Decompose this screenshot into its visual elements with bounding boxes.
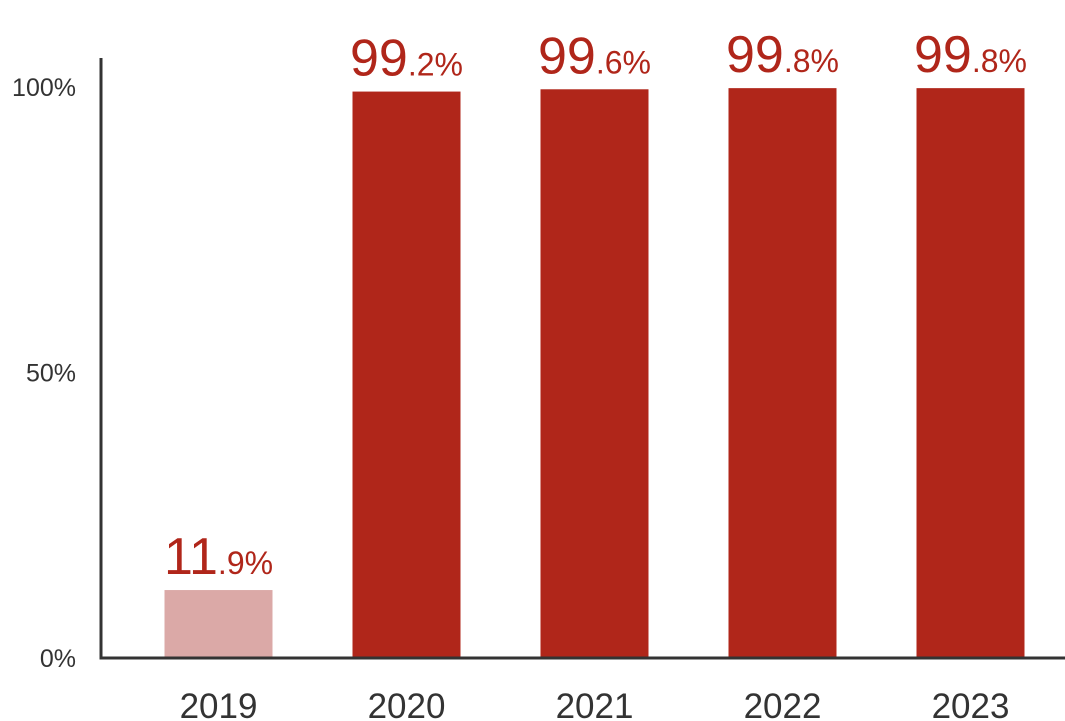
data-label-2023: 99.8% [914,26,1027,84]
bar-2019 [164,590,273,658]
data-labels-group: 11.9%99.2% 99.6% 99.8% 99.8% [164,26,1027,586]
y-axis: 0% 50% 100% [12,58,103,673]
bar-2022 [728,88,837,659]
data-label-2022: 99.8% [726,26,839,84]
data-label-2019: 11.9% [164,528,273,586]
data-label-2021: 99.6% [538,27,651,85]
data-label-int: 99 [726,26,784,84]
data-label-int: 99 [914,26,972,84]
bar-2020 [352,91,461,659]
data-label-dec: .2% [408,47,463,83]
data-label-dec: .8% [972,43,1027,79]
bar-2021 [540,89,649,658]
bar-2023 [916,88,1025,659]
data-label-int: 99 [538,27,596,85]
x-tick-2022: 2022 [744,687,822,721]
y-tick-0: 0% [40,645,76,673]
data-label-int: 99 [350,30,408,88]
data-label-2020: 99.2% [350,30,463,88]
x-tick-2021: 2021 [556,687,634,721]
data-label-dec: .9% [218,545,273,581]
x-tick-2020: 2020 [368,687,446,721]
data-label-int: 11 [164,528,218,586]
bars-group [164,88,1025,659]
x-tick-2023: 2023 [932,687,1010,721]
x-tick-2019: 2019 [180,687,258,721]
y-tick-50: 50% [26,360,76,388]
data-label-dec: .8% [784,43,839,79]
x-axis: 2019 2020 2021 2022 2023 [99,656,1065,721]
y-tick-100: 100% [12,74,76,102]
data-label-dec: .6% [596,44,651,80]
